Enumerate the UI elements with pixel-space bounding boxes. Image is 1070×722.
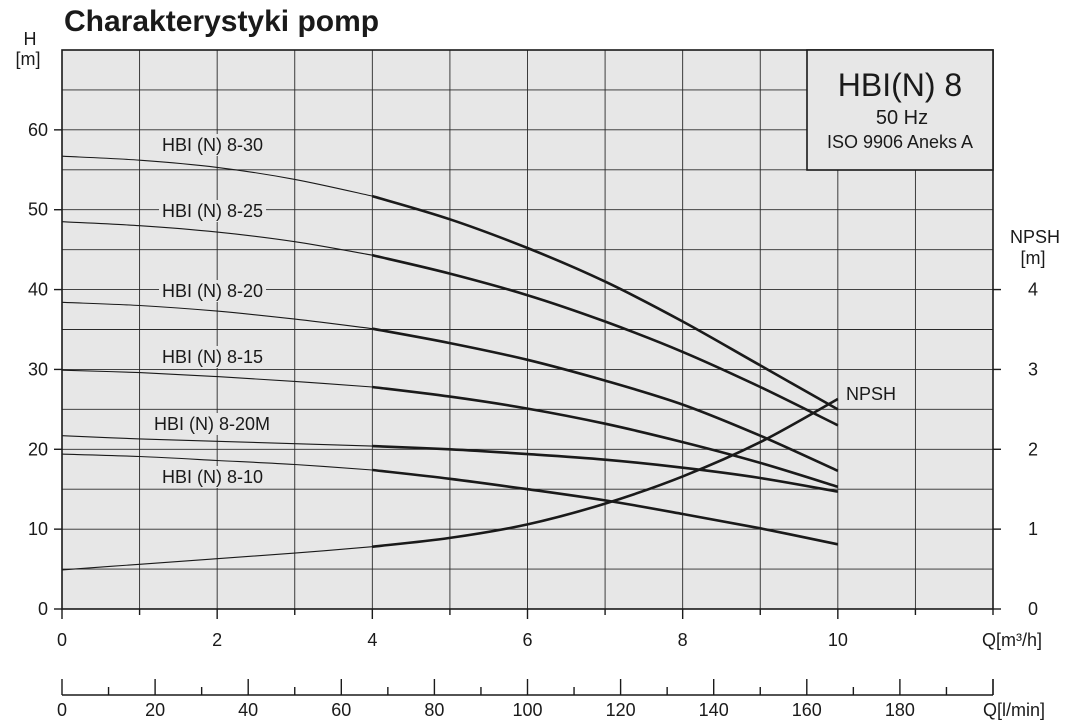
x-tick-label: 0 <box>57 630 67 650</box>
curve-hbi-n-8-10-bold <box>372 468 839 546</box>
x2-tick-label: 0 <box>57 700 67 720</box>
series-label-background <box>159 280 267 302</box>
y-axis-label: H <box>24 29 37 49</box>
y-tick-label: 10 <box>28 519 48 539</box>
x-axis-m3h: Q[m³/h] 0 2 4 6 8 10 <box>57 609 1042 650</box>
curve-hbi-n-8-20m-bold <box>372 444 839 493</box>
series-labels-layer: HBI (N) 8-30 HBI (N) 8-25 HBI (N) 8-20 HBI … <box>151 134 900 488</box>
x2-tick-label: 140 <box>699 700 729 720</box>
series-label-hbi-n-8-30: HBI (N) 8-30 <box>162 135 263 155</box>
x2-tick-label: 180 <box>885 700 915 720</box>
curve-npsh-thin <box>61 546 373 571</box>
x2-tick-label: 20 <box>145 700 165 720</box>
series-label-hbi-n-8-15: HBI (N) 8-15 <box>162 347 263 367</box>
x-axis-lmin: Q[l/min] 0 20 40 60 80 100 120 140 160 180 <box>57 679 1045 720</box>
info-box-frequency: 50 Hz <box>876 107 928 129</box>
x2-tick-label: 160 <box>792 700 822 720</box>
curve-npsh-bold <box>372 397 839 548</box>
npsh-tick-label: 2 <box>1028 439 1038 459</box>
series-label-background <box>159 134 267 156</box>
curve-hbi-n-8-20-bold <box>372 327 839 472</box>
x-axis-label: Q[m³/h] <box>982 630 1042 650</box>
npsh-tick-label: 3 <box>1028 359 1038 379</box>
x2-tick-label: 100 <box>512 700 542 720</box>
series-label-background <box>151 413 274 435</box>
info-box: HBI(N) 8 50 Hz ISO 9906 Aneks A <box>806 49 994 171</box>
curve-hbi-n-8-30-bold <box>371 194 839 411</box>
series-label-hbi-n-8-20m: HBI (N) 8-20M <box>154 414 270 434</box>
y-axis: H [m] 0 10 20 30 40 50 60 <box>16 29 62 619</box>
curve-hbi-n-8-15-bold <box>372 385 839 489</box>
npsh-axis-unit: [m] <box>1021 248 1046 268</box>
y-tick-label: 60 <box>28 120 48 140</box>
curve-hbi-n-8-30-thin <box>61 155 373 197</box>
chart-title: Charakterystyki pomp <box>64 5 379 38</box>
series-label-background <box>159 346 267 368</box>
npsh-axis-label: NPSH <box>1010 227 1060 247</box>
x-tick-label: 6 <box>522 630 532 650</box>
info-box-frame <box>806 49 994 171</box>
npsh-tick-label: 0 <box>1028 599 1038 619</box>
grid-lines <box>62 50 993 609</box>
curve-hbi-n-8-20-thin <box>61 301 373 330</box>
series-label-background <box>843 383 900 405</box>
x-tick-label: 4 <box>367 630 377 650</box>
npsh-axis: NPSH [m] 0 1 2 3 4 <box>993 227 1060 619</box>
npsh-tick-label: 1 <box>1028 519 1038 539</box>
curves-layer <box>61 155 839 571</box>
x2-tick-label: 120 <box>606 700 636 720</box>
series-label-hbi-n-8-25: HBI (N) 8-25 <box>162 201 263 221</box>
y-tick-label: 20 <box>28 439 48 459</box>
npsh-tick-label: 4 <box>1028 280 1038 300</box>
curve-hbi-n-8-25-bold <box>371 253 839 427</box>
series-label-npsh: NPSH <box>846 384 896 404</box>
curve-hbi-n-8-10-thin <box>61 453 373 471</box>
y-tick-label: 0 <box>38 599 48 619</box>
x-tick-label: 10 <box>828 630 848 650</box>
curve-hbi-n-8-20m-thin <box>61 435 373 447</box>
x2-tick-label: 60 <box>331 700 351 720</box>
info-box-standard: ISO 9906 Aneks A <box>827 132 973 152</box>
y-tick-label: 50 <box>28 200 48 220</box>
series-label-hbi-n-8-10: HBI (N) 8-10 <box>162 467 263 487</box>
curve-hbi-n-8-25-thin <box>61 221 373 256</box>
x-tick-label: 8 <box>678 630 688 650</box>
series-label-background <box>159 200 267 222</box>
x2-tick-label: 40 <box>238 700 258 720</box>
y-axis-unit: [m] <box>16 49 41 69</box>
y-tick-label: 40 <box>28 280 48 300</box>
info-box-model: HBI(N) 8 <box>838 67 962 103</box>
x2-axis-label: Q[l/min] <box>983 700 1045 720</box>
x-tick-label: 2 <box>212 630 222 650</box>
x2-tick-label: 80 <box>424 700 444 720</box>
series-label-hbi-n-8-20: HBI (N) 8-20 <box>162 281 263 301</box>
y-tick-label: 30 <box>28 359 48 379</box>
curve-hbi-n-8-15-thin <box>61 369 373 388</box>
series-label-background <box>159 466 267 488</box>
